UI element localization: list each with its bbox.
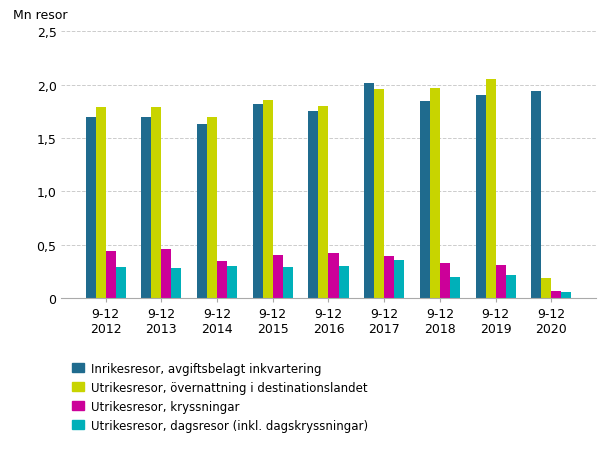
Bar [450,277,460,298]
Bar [384,257,394,298]
Bar [152,108,161,298]
Bar [420,101,430,298]
Bar [475,96,486,298]
Bar [227,266,237,298]
Bar [495,265,505,298]
Bar [541,278,551,298]
Bar [505,275,516,298]
Bar [394,260,404,298]
Bar [197,125,207,298]
Bar [171,269,182,298]
Bar [106,252,116,298]
Bar [263,100,273,298]
Bar [253,105,263,298]
Bar [328,254,338,298]
Bar [96,108,106,298]
Bar [440,263,450,298]
Bar [486,80,495,298]
Bar [531,92,541,298]
Bar [217,261,227,298]
Bar [430,89,440,298]
Bar [364,84,374,298]
Bar [141,118,152,298]
Bar [338,266,349,298]
Bar [561,292,571,298]
Bar [551,291,561,298]
Bar [283,268,293,298]
Bar [161,249,171,298]
Text: Mn resor: Mn resor [14,9,68,22]
Bar [308,112,319,298]
Bar [374,90,384,298]
Bar [273,256,283,298]
Bar [86,118,96,298]
Bar [116,268,126,298]
Bar [207,118,217,298]
Legend: Inrikesresor, avgiftsbelagt inkvartering, Utrikesresor, övernattning i destinati: Inrikesresor, avgiftsbelagt inkvartering… [68,358,373,437]
Bar [319,106,328,298]
